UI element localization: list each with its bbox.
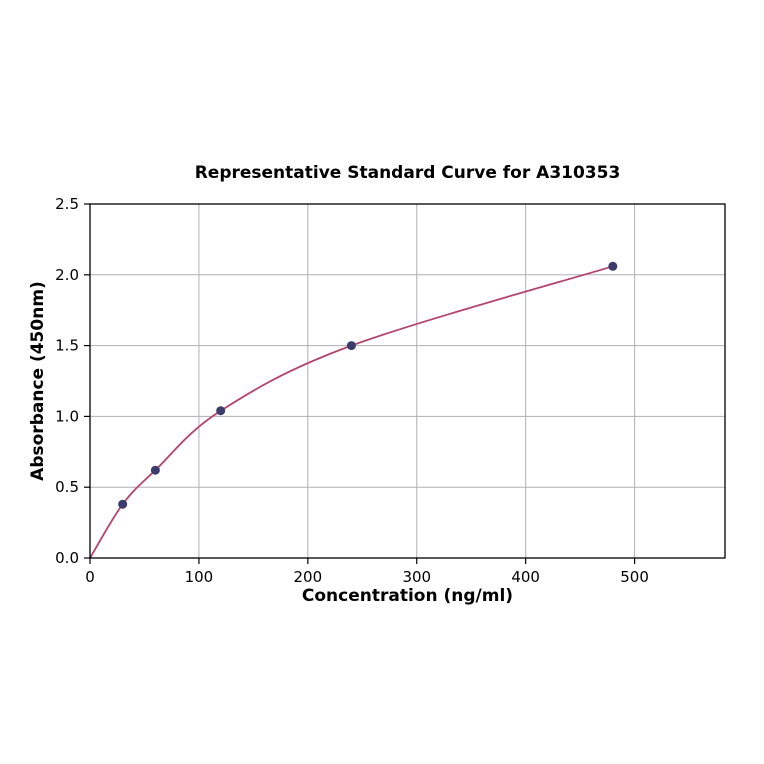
y-tick-label: 1.0	[55, 407, 79, 425]
x-tick-label: 200	[294, 568, 323, 586]
data-point	[608, 261, 618, 271]
x-tick-label: 400	[511, 568, 540, 586]
data-point	[346, 341, 356, 351]
x-axis-label: Concentration (ng/ml)	[301, 586, 514, 606]
y-tick-label: 2.5	[55, 195, 79, 213]
x-tick-label: 300	[402, 568, 431, 586]
y-tick-label: 2.0	[55, 266, 79, 284]
data-point	[216, 406, 226, 416]
y-tick-label: 0.5	[55, 478, 79, 496]
y-tick-label: 1.5	[55, 337, 79, 355]
y-tick-label: 0.0	[55, 549, 79, 567]
axes-frame	[89, 203, 726, 559]
data-point	[118, 499, 128, 509]
x-tick-label: 500	[620, 568, 649, 586]
chart-title: Representative Standard Curve for A31035…	[194, 163, 621, 183]
x-tick-label: 0	[85, 568, 95, 586]
x-tick-label: 100	[185, 568, 214, 586]
data-point	[150, 465, 160, 475]
fit-curve	[89, 265, 614, 559]
